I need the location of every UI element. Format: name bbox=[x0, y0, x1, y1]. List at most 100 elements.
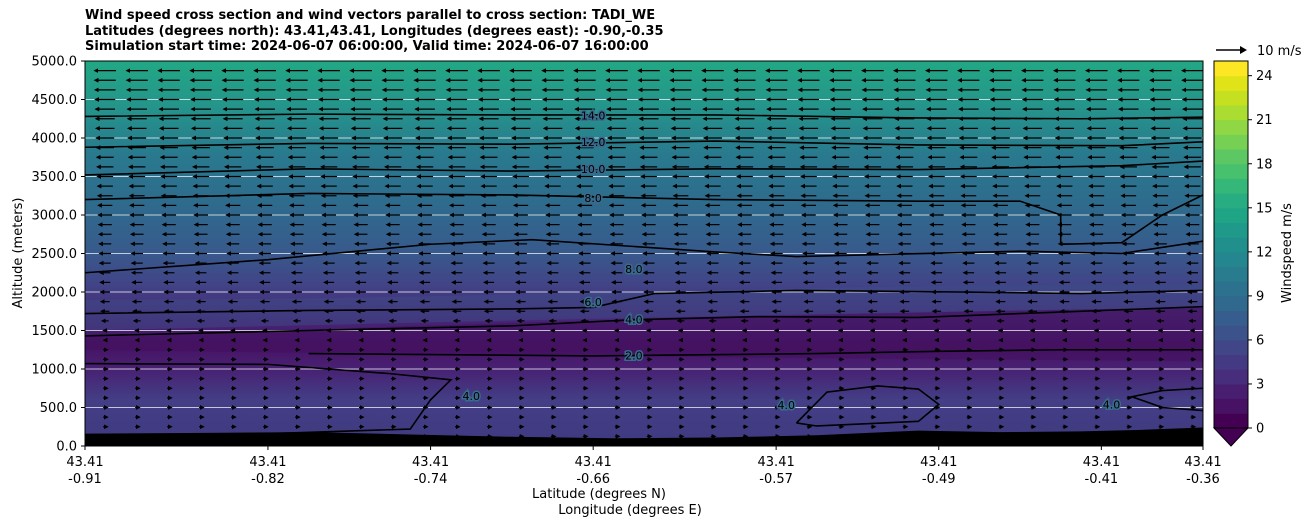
colorbar-segment bbox=[1214, 207, 1248, 223]
contour-label: 4.0 bbox=[462, 390, 480, 403]
colorbar-tick-label: 21 bbox=[1256, 113, 1273, 128]
x-tick-label-latitude: 43.41 bbox=[66, 455, 103, 470]
colorbar-segment bbox=[1214, 134, 1248, 150]
x-tick-label-longitude: -0.91 bbox=[68, 472, 102, 487]
colorbar-tick-label: 12 bbox=[1256, 245, 1273, 260]
colorbar-segment bbox=[1214, 251, 1248, 268]
chart-subtitle-coordinates: Latitudes (degrees north): 43.41,43.41, … bbox=[85, 23, 664, 39]
colorbar-segment bbox=[1214, 90, 1248, 106]
colorbar-segment bbox=[1214, 163, 1248, 179]
y-tick-label: 3500.0 bbox=[32, 170, 78, 185]
contour-line-4 bbox=[85, 362, 453, 435]
contour-line-14 bbox=[85, 113, 1203, 120]
colorbar-segment bbox=[1214, 398, 1248, 414]
y-tick-label: 1000.0 bbox=[32, 363, 78, 378]
x-tick-label-latitude: 43.41 bbox=[920, 455, 957, 470]
y-tick-label: 4000.0 bbox=[32, 132, 78, 147]
colorbar-segment bbox=[1214, 369, 1248, 385]
y-axis-label: Altitude (meters) bbox=[11, 198, 26, 309]
contour-label: 2.0 bbox=[625, 350, 643, 363]
contour-line-8 bbox=[85, 238, 1203, 274]
colorbar-segment bbox=[1214, 295, 1248, 312]
colorbar-segment bbox=[1214, 222, 1248, 238]
contour-label: 14.0 bbox=[581, 110, 606, 123]
colorbar-segment bbox=[1214, 413, 1248, 429]
colorbar-label: Windspeed m/s bbox=[1280, 203, 1295, 303]
x-tick-label-longitude: -0.57 bbox=[759, 472, 793, 487]
contour-line-12 bbox=[85, 140, 1203, 149]
transition-band bbox=[85, 284, 1203, 331]
contour-lines: 2.0 4.0 4.0 4.0 4.0 6.0 8.0 8.0 10.0 12.0 14.0 bbox=[85, 108, 1203, 435]
colorbar-segment bbox=[1214, 325, 1248, 341]
contour-label: 4.0 bbox=[625, 313, 643, 326]
contour-line-2 bbox=[308, 348, 1203, 357]
contour-line-4 bbox=[1128, 387, 1203, 412]
contour-line-8 bbox=[85, 192, 1203, 246]
wind-vectors bbox=[93, 68, 1203, 439]
colorbar-segment bbox=[1214, 281, 1248, 297]
x-tick-label-latitude: 43.41 bbox=[575, 455, 612, 470]
colorbar-segment bbox=[1214, 383, 1248, 400]
colorbar-tick-label: 6 bbox=[1256, 333, 1264, 348]
colorbar-tick-label: 15 bbox=[1256, 201, 1273, 216]
x-tick-label-latitude: 43.41 bbox=[412, 455, 449, 470]
colorbar-frame bbox=[1213, 60, 1249, 428]
x-tick-label-longitude: -0.41 bbox=[1085, 472, 1119, 487]
colorbar: 0 3 6 9 12 15 18 21 24 bbox=[1212, 60, 1273, 447]
x-tick-label-latitude: 43.41 bbox=[1184, 455, 1221, 470]
colorbar-segment bbox=[1214, 237, 1248, 253]
colorbar-segment bbox=[1214, 266, 1248, 282]
chart-title-block: Wind speed cross section and wind vector… bbox=[85, 8, 664, 55]
x-tick-label-latitude: 43.41 bbox=[1083, 455, 1120, 470]
x-tick-label-longitude: -0.66 bbox=[576, 472, 610, 487]
colorbar-segment bbox=[1214, 178, 1248, 194]
x-tick-label-longitude: -0.36 bbox=[1186, 472, 1220, 487]
contour-line-6 bbox=[85, 289, 1203, 315]
colorbar-segment bbox=[1214, 354, 1248, 370]
contour-label: 12.0 bbox=[581, 136, 606, 149]
y-tick-label: 0.0 bbox=[56, 440, 77, 455]
colorbar-segment bbox=[1214, 339, 1248, 356]
contour-label: 8.0 bbox=[625, 263, 643, 276]
contour-label: 4.0 bbox=[1103, 398, 1121, 411]
reference-vector-key: 10 m/s bbox=[1216, 44, 1302, 59]
x-tick-label-longitude: -0.49 bbox=[922, 472, 956, 487]
contour-line-4 bbox=[795, 385, 941, 427]
terrain-mask bbox=[85, 427, 1203, 446]
x-axis-label-latitude: Latitude (degrees N) bbox=[532, 487, 666, 502]
colorbar-segment bbox=[1214, 149, 1248, 165]
colorbar-segment bbox=[1214, 75, 1248, 91]
contour-label: 8.0 bbox=[584, 192, 602, 205]
y-tick-label: 500.0 bbox=[40, 401, 77, 416]
colorbar-segment bbox=[1214, 105, 1248, 121]
colorbar-segment bbox=[1214, 310, 1248, 326]
y-tick-label: 4500.0 bbox=[32, 93, 78, 108]
reference-vector-label: 10 m/s bbox=[1257, 44, 1302, 59]
contour-label: 10.0 bbox=[581, 163, 606, 176]
x-tick-label-longitude: -0.74 bbox=[414, 472, 448, 487]
x-tick-label-longitude: -0.82 bbox=[251, 472, 285, 487]
colorbar-tick-label: 0 bbox=[1256, 422, 1264, 437]
x-tick-label-latitude: 43.41 bbox=[758, 455, 795, 470]
colorbar-segment bbox=[1214, 61, 1248, 77]
chart-title: Wind speed cross section and wind vector… bbox=[85, 8, 656, 23]
reference-vector-arrowhead bbox=[1240, 46, 1247, 54]
y-tick-label: 3000.0 bbox=[32, 209, 78, 224]
colorbar-tick-label: 24 bbox=[1256, 69, 1273, 84]
x-tick-label-latitude: 43.41 bbox=[249, 455, 286, 470]
colorbar-tick-label: 18 bbox=[1256, 157, 1273, 172]
contour-line-10 bbox=[85, 160, 1203, 176]
contour-line-4 bbox=[85, 305, 1203, 337]
colorbar-segment bbox=[1214, 193, 1248, 209]
chart-subtitle-times: Simulation start time: 2024-06-07 06:00:… bbox=[85, 39, 649, 54]
x-axis-label-longitude: Longitude (degrees E) bbox=[558, 503, 702, 518]
contour-label: 6.0 bbox=[584, 296, 602, 309]
contour-label: 4.0 bbox=[778, 399, 796, 412]
y-axis: 0.0 500.0 1000.0 1500.0 2000.0 2500.0 3000.0 35… bbox=[32, 55, 85, 455]
y-tick-label: 1500.0 bbox=[32, 324, 78, 339]
colorbar-segment bbox=[1214, 119, 1248, 135]
y-tick-label: 2500.0 bbox=[32, 247, 78, 262]
y-tick-label: 5000.0 bbox=[32, 55, 78, 70]
colorbar-tick-label: 3 bbox=[1256, 377, 1264, 392]
